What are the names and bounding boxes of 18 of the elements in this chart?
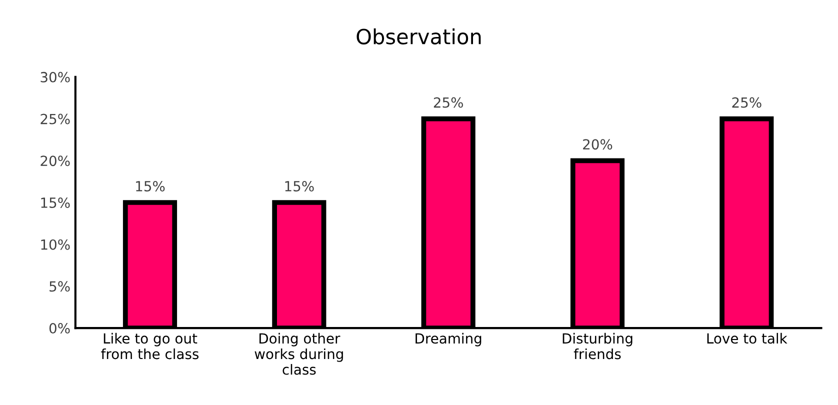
x-tick-label: Love to talk (707, 332, 788, 344)
x-tick-label: Disturbing friends (562, 332, 632, 360)
data-label: 15% (285, 180, 314, 192)
x-tick-label: Like to go out from the class (101, 332, 199, 360)
y-tick-label: 0% (49, 323, 70, 334)
y-tick-label: 20% (40, 156, 70, 166)
y-tick-label: 15% (41, 197, 70, 208)
y-tick-label: 5% (50, 281, 70, 292)
x-tick-label: Dreaming (416, 332, 482, 346)
data-label: 20% (583, 139, 612, 150)
y-tick-label: 25% (40, 114, 70, 124)
data-label: 15% (136, 180, 165, 192)
y-tick-label: 30% (40, 72, 70, 82)
y-tick-label: 10% (41, 239, 70, 250)
data-label: 25% (732, 97, 762, 108)
x-tick-label: Doing other works during class (254, 332, 343, 375)
chart-title: Observation (356, 28, 481, 44)
data-label: 25% (434, 97, 463, 108)
